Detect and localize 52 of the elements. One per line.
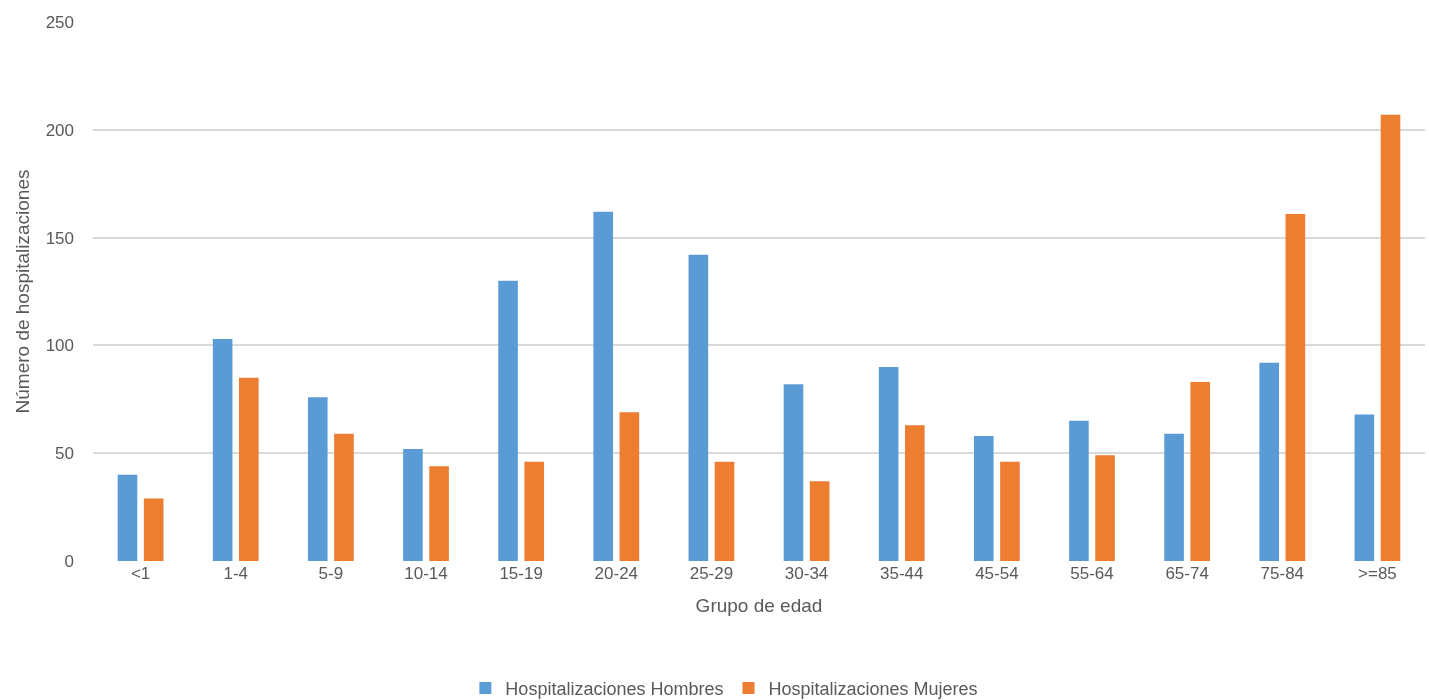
x-tick-label: 5-9 xyxy=(318,564,344,583)
x-tick-label: 15-19 xyxy=(499,564,543,583)
bar xyxy=(429,466,449,561)
x-tick-label: 65-74 xyxy=(1165,564,1209,583)
bar xyxy=(1380,114,1401,561)
x-tick-label: 20-24 xyxy=(594,564,639,583)
bar xyxy=(1095,455,1115,561)
x-tick-label: >=85 xyxy=(1358,564,1397,583)
y-tick-label: 150 xyxy=(45,228,74,248)
bar xyxy=(403,448,423,561)
bar xyxy=(498,280,518,561)
bar xyxy=(973,435,994,561)
bar xyxy=(688,254,709,561)
legend-label: Hospitalizaciones Mujeres xyxy=(768,678,978,699)
bar xyxy=(238,377,259,561)
x-axis-title: Grupo de edad xyxy=(695,594,823,616)
x-tick-label: 1-4 xyxy=(223,564,248,583)
y-tick-label: 100 xyxy=(45,336,74,356)
x-tick-label: 55-64 xyxy=(1070,564,1114,583)
bar xyxy=(714,461,735,561)
bar xyxy=(334,433,354,561)
bar xyxy=(593,211,614,561)
bar xyxy=(809,481,830,561)
bar xyxy=(307,397,328,561)
bar xyxy=(1000,461,1020,561)
bar xyxy=(878,366,899,561)
bar xyxy=(1285,213,1306,561)
bar xyxy=(1164,433,1184,561)
y-tick-label: 50 xyxy=(55,444,74,464)
bar xyxy=(904,425,925,561)
bar xyxy=(619,412,640,561)
x-tick-label: 25-29 xyxy=(689,564,734,583)
y-tick-label: 0 xyxy=(64,551,74,571)
y-tick-label: 250 xyxy=(45,12,74,32)
bar xyxy=(117,474,138,561)
bar xyxy=(1069,420,1089,561)
x-tick-label: 35-44 xyxy=(879,564,924,583)
y-tick-label: 200 xyxy=(45,120,74,140)
legend-label: Hospitalizaciones Hombres xyxy=(505,678,724,699)
bar xyxy=(1354,414,1375,561)
x-tick-label: 10-14 xyxy=(404,564,448,583)
y-axis-title: Número de hospitalizaciones xyxy=(12,169,34,414)
bar xyxy=(212,338,233,561)
bar xyxy=(524,461,545,561)
bar xyxy=(1190,382,1211,561)
x-tick-label: 30-34 xyxy=(784,564,829,583)
x-tick-label: 45-54 xyxy=(975,564,1019,583)
bar xyxy=(783,384,804,561)
x-tick-label: 75-84 xyxy=(1260,564,1305,583)
x-tick-label: <1 xyxy=(130,564,151,583)
bar xyxy=(1259,362,1280,561)
bar xyxy=(143,498,164,561)
